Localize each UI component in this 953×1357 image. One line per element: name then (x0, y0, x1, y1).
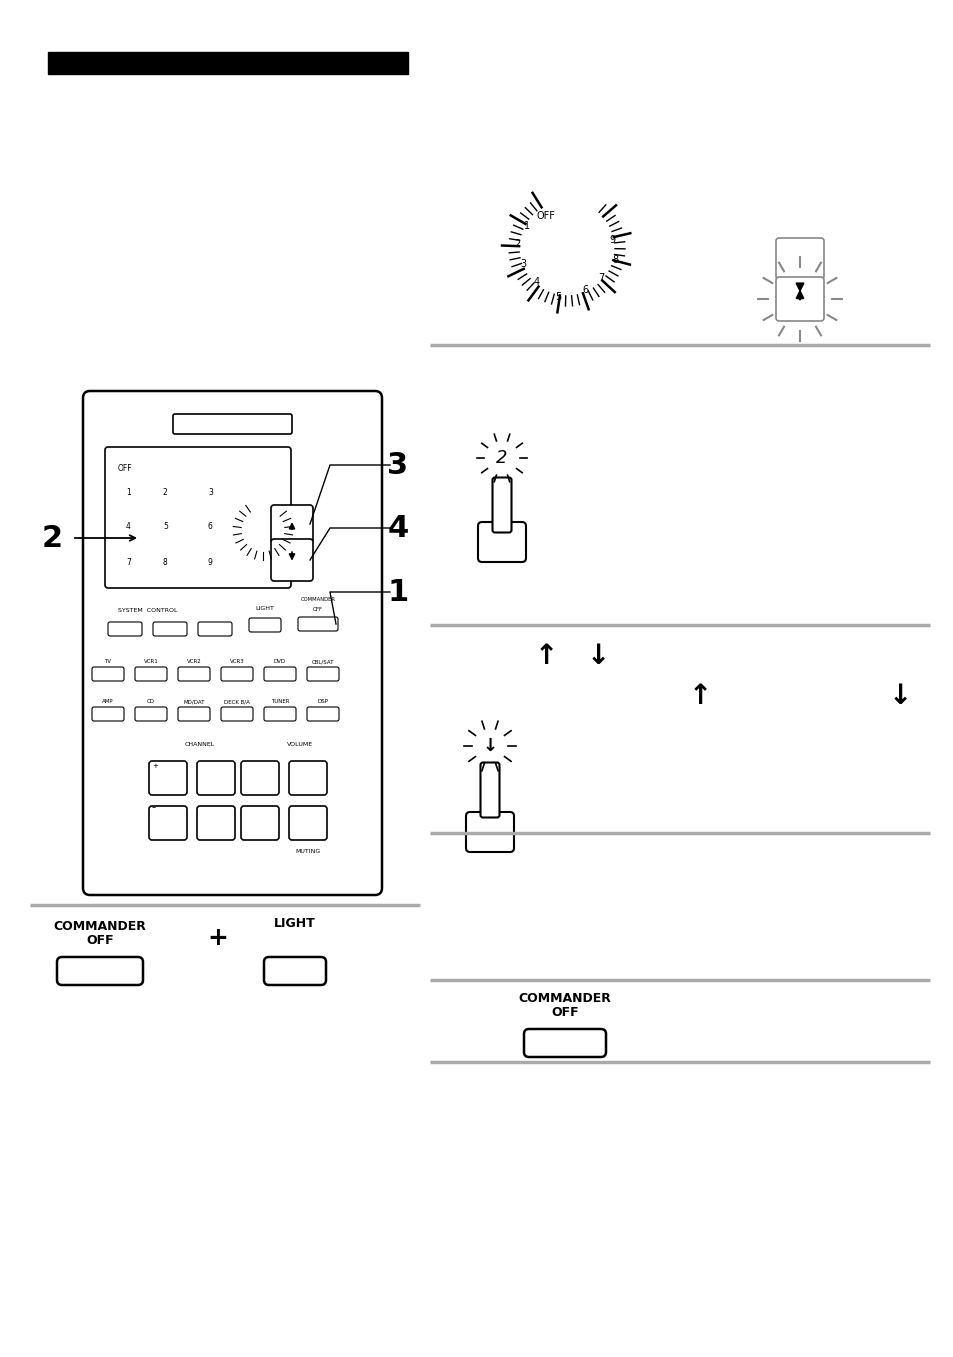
Text: TV: TV (105, 660, 112, 664)
FancyBboxPatch shape (477, 522, 525, 562)
Text: 2: 2 (41, 524, 63, 552)
FancyBboxPatch shape (297, 617, 337, 631)
Text: COMMANDER: COMMANDER (53, 920, 146, 934)
FancyBboxPatch shape (135, 707, 167, 721)
Text: MD/DAT: MD/DAT (183, 699, 205, 704)
FancyBboxPatch shape (271, 505, 313, 543)
Text: LIGHT: LIGHT (255, 607, 274, 611)
FancyBboxPatch shape (198, 622, 232, 636)
FancyBboxPatch shape (196, 806, 234, 840)
Text: DECK B/A: DECK B/A (224, 699, 250, 704)
Text: COMMANDER: COMMANDER (518, 992, 611, 1006)
Text: 9: 9 (609, 235, 615, 246)
Text: VOLUME: VOLUME (287, 742, 313, 746)
Text: 6: 6 (581, 285, 587, 296)
FancyBboxPatch shape (480, 763, 499, 817)
FancyBboxPatch shape (221, 668, 253, 681)
FancyBboxPatch shape (307, 668, 338, 681)
Text: OFF: OFF (551, 1006, 578, 1019)
FancyBboxPatch shape (289, 761, 327, 795)
FancyBboxPatch shape (83, 391, 381, 896)
FancyBboxPatch shape (172, 414, 292, 434)
Text: COMMANDER: COMMANDER (300, 597, 335, 603)
FancyBboxPatch shape (775, 237, 823, 280)
Text: ↓: ↓ (482, 737, 497, 754)
FancyBboxPatch shape (178, 668, 210, 681)
FancyBboxPatch shape (57, 957, 143, 985)
FancyBboxPatch shape (264, 668, 295, 681)
Text: –: – (152, 803, 156, 811)
FancyBboxPatch shape (241, 806, 278, 840)
FancyBboxPatch shape (492, 478, 511, 532)
FancyBboxPatch shape (91, 707, 124, 721)
Text: 7: 7 (598, 273, 604, 284)
Text: 3: 3 (208, 487, 213, 497)
Text: 2: 2 (163, 487, 168, 497)
Text: ↓: ↓ (586, 642, 609, 670)
FancyBboxPatch shape (775, 277, 823, 322)
Text: CBL/SAT: CBL/SAT (312, 660, 334, 664)
Text: ↑: ↑ (688, 683, 711, 710)
Text: VCR3: VCR3 (230, 660, 244, 664)
Text: +: + (152, 763, 157, 769)
Text: CD: CD (147, 699, 154, 704)
Text: 4: 4 (126, 521, 131, 531)
Text: 1: 1 (523, 221, 529, 231)
FancyBboxPatch shape (241, 761, 278, 795)
Text: DVD: DVD (274, 660, 286, 664)
Text: ↑: ↑ (534, 642, 558, 670)
Text: OFF: OFF (313, 607, 323, 612)
Text: +: + (208, 925, 228, 950)
FancyBboxPatch shape (221, 707, 253, 721)
Text: OFF: OFF (118, 464, 132, 472)
Bar (48, 52, 408, 75)
FancyBboxPatch shape (307, 707, 338, 721)
Text: 5: 5 (555, 292, 561, 303)
Text: 1: 1 (387, 578, 408, 607)
Text: SYSTEM  CONTROL: SYSTEM CONTROL (118, 608, 177, 613)
FancyBboxPatch shape (149, 806, 187, 840)
Text: 5: 5 (163, 521, 168, 531)
FancyBboxPatch shape (178, 707, 210, 721)
Text: DSP: DSP (317, 699, 328, 704)
FancyBboxPatch shape (135, 668, 167, 681)
Text: 1: 1 (126, 487, 131, 497)
FancyBboxPatch shape (465, 811, 514, 852)
FancyBboxPatch shape (196, 761, 234, 795)
Text: ↓: ↓ (887, 683, 911, 710)
FancyBboxPatch shape (249, 617, 281, 632)
Text: LIGHT: LIGHT (274, 917, 315, 930)
Text: 4: 4 (533, 277, 538, 288)
Text: 7: 7 (126, 558, 131, 566)
Text: VCR2: VCR2 (187, 660, 201, 664)
FancyBboxPatch shape (264, 707, 295, 721)
FancyBboxPatch shape (108, 622, 142, 636)
Text: 3: 3 (520, 259, 526, 269)
Text: CHANNEL: CHANNEL (185, 742, 214, 746)
FancyBboxPatch shape (264, 957, 326, 985)
Text: MUTING: MUTING (295, 849, 320, 854)
Text: 8: 8 (163, 558, 168, 566)
FancyBboxPatch shape (105, 446, 291, 588)
Text: 3: 3 (387, 451, 408, 479)
FancyBboxPatch shape (289, 806, 327, 840)
Text: 4: 4 (387, 513, 408, 543)
Text: 9: 9 (208, 558, 213, 566)
Text: 8: 8 (612, 255, 618, 265)
Text: AMP: AMP (102, 699, 113, 704)
Text: TUNER: TUNER (271, 699, 289, 704)
FancyBboxPatch shape (271, 539, 313, 581)
Text: OFF: OFF (536, 212, 555, 221)
FancyBboxPatch shape (91, 668, 124, 681)
FancyBboxPatch shape (149, 761, 187, 795)
FancyBboxPatch shape (152, 622, 187, 636)
Text: OFF: OFF (86, 934, 113, 947)
FancyBboxPatch shape (523, 1029, 605, 1057)
Text: 6: 6 (208, 521, 213, 531)
Text: 2: 2 (496, 449, 507, 467)
Text: VCR1: VCR1 (144, 660, 158, 664)
Text: 2: 2 (514, 239, 519, 248)
